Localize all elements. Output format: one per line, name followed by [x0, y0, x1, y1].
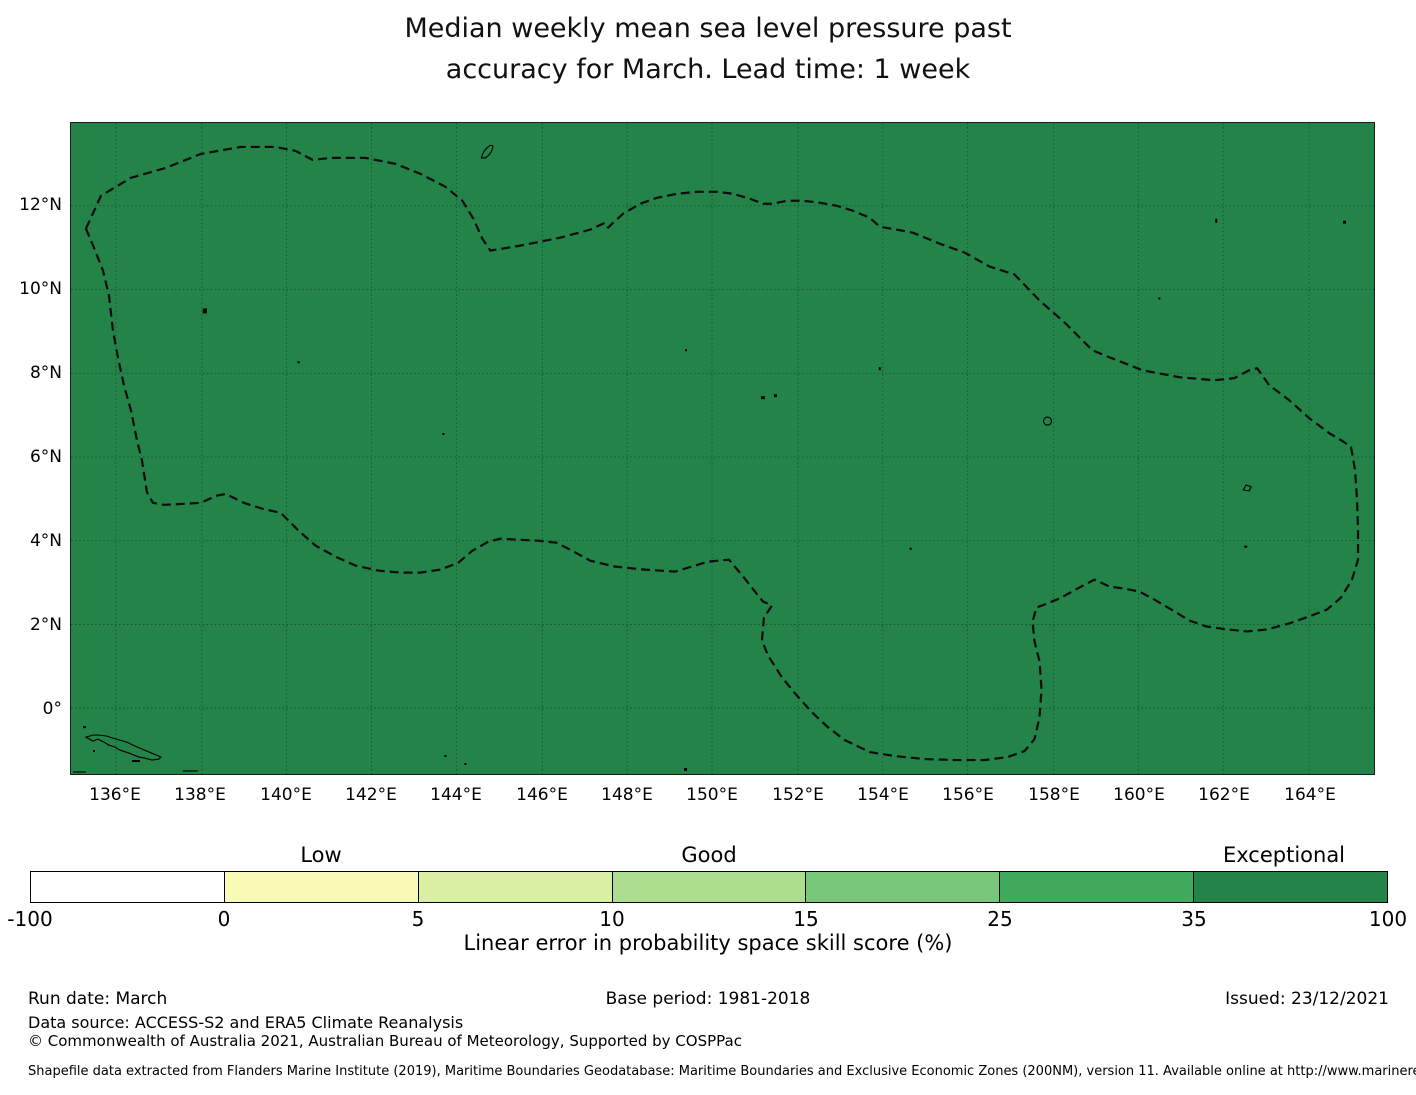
- x-tick-label-7: 150°E: [686, 785, 738, 805]
- island-kosrae: [1242, 484, 1252, 492]
- footer-copyright: © Commonwealth of Australia 2021, Austra…: [28, 1032, 742, 1050]
- x-tick-label-4: 144°E: [430, 785, 482, 805]
- x-tick-label-5: 146°E: [516, 785, 568, 805]
- y-tick-label-1: 10°N: [19, 279, 62, 299]
- y-tick-label-5: 2°N: [29, 615, 62, 635]
- island-pohnpei: [1042, 416, 1053, 426]
- footer-data-source: Data source: ACCESS-S2 and ERA5 Climate …: [28, 1013, 464, 1032]
- island-guam: [480, 144, 494, 159]
- chart-title-line2: accuracy for March. Lead time: 1 week: [445, 54, 971, 85]
- x-tick-label-6: 148°E: [601, 785, 653, 805]
- graticule-grid: [71, 123, 1374, 774]
- x-tick-label-3: 142°E: [345, 785, 397, 805]
- chart-title: Median weekly mean sea level pressure pa…: [0, 8, 1416, 90]
- footer-run-date: Run date: March: [28, 989, 168, 1009]
- colorbar-segment-0: [31, 872, 224, 902]
- colorbar-tick-label-0: -100: [7, 907, 53, 931]
- y-tick-label-6: 0°: [42, 699, 62, 719]
- y-tick-label-2: 8°N: [29, 363, 62, 383]
- colorbar-segment-3: [611, 872, 806, 902]
- colorbar-tick-label-2: 5: [411, 907, 425, 931]
- colorbar-tick-label-7: 100: [1368, 907, 1408, 931]
- colorbar-tick-label-4: 15: [793, 907, 819, 931]
- footer-issued-date: Issued: 23/12/2021: [1225, 989, 1389, 1009]
- colorbar-tick-label-6: 35: [1181, 907, 1207, 931]
- colorbar-tick-label-5: 25: [987, 907, 1013, 931]
- island-manus: [84, 734, 162, 761]
- colorbar-segment-4: [805, 872, 1000, 902]
- colorbar: [30, 871, 1388, 903]
- x-tick-label-12: 160°E: [1113, 785, 1165, 805]
- map-panel: [70, 122, 1375, 775]
- island-coastlines: [72, 144, 1252, 773]
- x-tick-label-0: 136°E: [89, 785, 141, 805]
- colorbar-category-label-1: Good: [681, 843, 737, 867]
- footer-base-period: Base period: 1981-2018: [605, 989, 811, 1009]
- colorbar-tick-label-3: 10: [599, 907, 625, 931]
- colorbar-segment-1: [223, 872, 418, 902]
- x-tick-label-8: 152°E: [772, 785, 824, 805]
- x-tick-label-13: 162°E: [1198, 785, 1250, 805]
- colorbar-segment-6: [1193, 872, 1388, 902]
- colorbar-axis-label: Linear error in probability space skill …: [463, 931, 953, 955]
- x-tick-label-1: 138°E: [174, 785, 226, 805]
- colorbar-segment-5: [999, 872, 1194, 902]
- x-tick-label-10: 156°E: [942, 785, 994, 805]
- y-tick-label-3: 6°N: [29, 447, 62, 467]
- x-tick-label-11: 158°E: [1028, 785, 1080, 805]
- x-tick-label-2: 140°E: [260, 785, 312, 805]
- island-dots: [82, 218, 1347, 772]
- footer-shapefile-note: Shapefile data extracted from Flanders M…: [28, 1064, 1416, 1079]
- chart-title-line1: Median weekly mean sea level pressure pa…: [404, 13, 1012, 44]
- map-canvas: [71, 123, 1374, 774]
- x-tick-label-14: 164°E: [1284, 785, 1336, 805]
- y-tick-label-0: 12°N: [19, 195, 62, 215]
- colorbar-segment-2: [417, 872, 612, 902]
- colorbar-tick-label-1: 0: [217, 907, 231, 931]
- eez-boundary-outline: [84, 145, 1360, 762]
- x-tick-label-9: 154°E: [857, 785, 909, 805]
- colorbar-category-label-2: Exceptional: [1222, 843, 1346, 867]
- colorbar-category-label-0: Low: [300, 843, 342, 867]
- y-tick-label-4: 4°N: [29, 531, 62, 551]
